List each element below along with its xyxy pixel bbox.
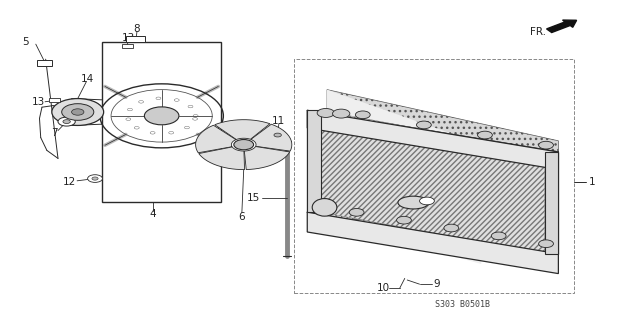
Text: 2: 2	[317, 122, 323, 132]
Text: 10: 10	[377, 283, 391, 293]
Polygon shape	[307, 110, 321, 212]
Ellipse shape	[398, 196, 429, 209]
Circle shape	[92, 177, 98, 180]
Text: 6: 6	[239, 212, 245, 222]
Text: 13: 13	[31, 97, 45, 108]
Circle shape	[416, 121, 431, 129]
Circle shape	[52, 99, 104, 125]
Bar	[122, 44, 133, 48]
FancyArrow shape	[547, 20, 577, 33]
Text: FR.: FR.	[530, 27, 546, 37]
Bar	[49, 98, 60, 102]
Circle shape	[144, 107, 179, 125]
Text: 5: 5	[23, 36, 29, 47]
Circle shape	[63, 120, 70, 124]
Text: 14: 14	[81, 74, 94, 84]
Polygon shape	[215, 120, 270, 140]
Polygon shape	[325, 142, 553, 261]
Circle shape	[478, 131, 492, 139]
Polygon shape	[545, 152, 558, 254]
Bar	[102, 42, 221, 202]
Text: 11: 11	[272, 116, 286, 126]
Text: S303 B0501B: S303 B0501B	[435, 300, 491, 309]
Circle shape	[539, 240, 553, 248]
Polygon shape	[307, 212, 558, 274]
Text: 1: 1	[589, 177, 595, 188]
Bar	[37, 60, 52, 66]
Circle shape	[72, 109, 84, 115]
Polygon shape	[196, 125, 236, 153]
Text: 8: 8	[134, 24, 140, 34]
Text: 12: 12	[62, 177, 76, 188]
Bar	[294, 59, 574, 293]
Bar	[126, 36, 145, 42]
Polygon shape	[321, 110, 545, 254]
Text: 7: 7	[51, 128, 57, 139]
Polygon shape	[327, 90, 558, 264]
Circle shape	[491, 232, 506, 240]
Circle shape	[269, 131, 286, 140]
Circle shape	[444, 224, 459, 232]
Circle shape	[274, 133, 281, 137]
Circle shape	[333, 109, 350, 118]
Circle shape	[88, 175, 102, 182]
Text: 15: 15	[246, 193, 260, 204]
Circle shape	[539, 141, 553, 149]
Circle shape	[317, 108, 334, 117]
Circle shape	[58, 117, 75, 126]
Circle shape	[234, 140, 254, 150]
Polygon shape	[199, 147, 244, 170]
Polygon shape	[244, 147, 290, 170]
Text: 3: 3	[335, 122, 341, 132]
Text: 13: 13	[122, 33, 135, 44]
Circle shape	[420, 197, 434, 205]
Text: 4: 4	[150, 209, 156, 220]
Circle shape	[355, 111, 370, 119]
Circle shape	[397, 216, 412, 224]
Circle shape	[349, 209, 364, 216]
Polygon shape	[327, 90, 481, 264]
Polygon shape	[251, 124, 292, 151]
Text: 9: 9	[434, 279, 440, 289]
Polygon shape	[307, 110, 558, 170]
Ellipse shape	[312, 198, 337, 216]
Circle shape	[62, 104, 94, 120]
